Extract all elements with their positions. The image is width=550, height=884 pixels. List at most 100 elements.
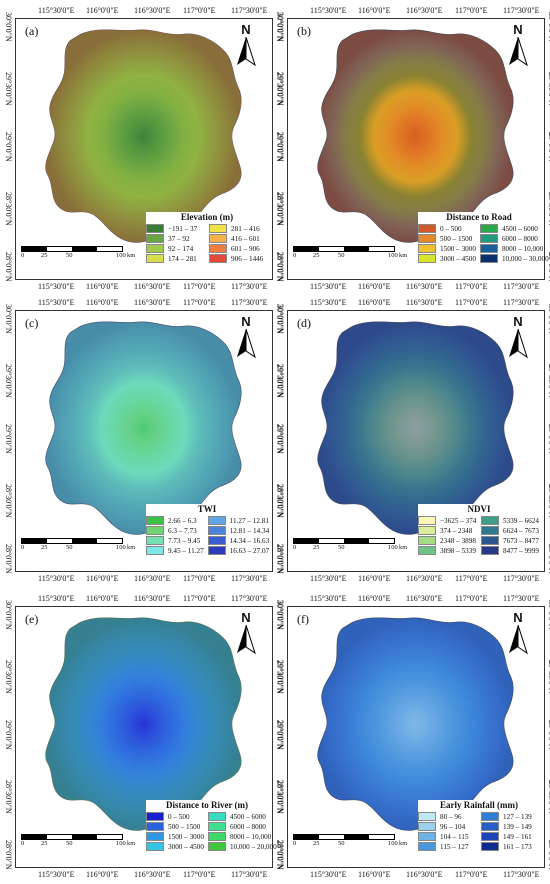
legend-swatch [418,812,436,821]
north-letter: N [241,610,251,625]
longitude-label: 117°0'0"E [455,282,488,291]
legend-item: 115 – 127 [418,842,477,851]
latitude-label: 30°0'0"N [4,12,13,42]
legend-swatch [146,812,164,821]
map-frame [15,18,273,280]
scale-segment [97,835,122,839]
legend-item: 10,000 – 30,000 [479,254,549,263]
scale-unit: km [399,544,408,551]
north-arrow: N [233,610,259,660]
legend-swatch [146,244,164,253]
study-area-texture [317,321,514,535]
legend-swatch [481,536,499,545]
scale-tick-label: 100 [116,252,126,259]
map-frame [287,18,545,280]
scale-segment [72,539,97,543]
latitude-label: 29°0'0"N [4,720,13,750]
legend-item: 4500 – 6000 [207,812,277,821]
latitude-label: 29°0'0"N [276,132,285,162]
scale-tick-label: 0 [293,252,297,259]
legend-label: 9.45 – 11.27 [168,546,204,555]
legend-label: 14.34 – 16.63 [229,536,270,545]
longitude-label: 117°30'0"E [231,870,268,879]
legend-swatch [418,822,436,831]
map-panel: (e) N Distance to River (m) 0 – 500 4500 – 6… [15,606,277,868]
legend-swatch [481,822,499,831]
legend-label: 6.3 – 7.73 [168,526,197,535]
legend-swatch [207,546,226,555]
legend-swatch [481,812,499,821]
legend-label: 16.63 – 27.07 [229,546,270,555]
longitude-label: 117°30'0"E [503,6,540,15]
longitude-label: 117°30'0"E [503,594,540,603]
longitude-label: 117°30'0"E [231,574,268,583]
legend-item: 7673 – 8477 [481,536,540,545]
latitude-label: 28°30'0"N [276,484,285,518]
map-legend: Distance to Road 0 – 500 4500 – 6000 500 – … [418,212,549,263]
study-area-map [317,321,514,535]
longitude-label: 115°30'0"E [310,6,347,15]
legend-items: 0 – 500 4500 – 6000 500 – 1500 6000 – 8000 1… [418,224,549,263]
legend-item: 500 – 1500 [418,234,476,243]
legend-swatch [418,254,436,263]
longitude-label: 116°0'0"E [358,870,391,879]
legend-item: 37 – 92 [146,234,205,243]
legend-items: 0 – 500 4500 – 6000 500 – 1500 6000 – 8000 1… [146,812,277,851]
scale-segment [369,835,394,839]
map-panel: (b) N Distance to Road 0 – 500 4500 – 6000 50… [287,18,549,280]
latitude-label: 28°30'0"N [276,780,285,814]
legend-swatch [207,516,226,525]
latitude-label: 28°0'0"N [4,840,13,870]
longitude-label: 116°30'0"E [134,282,171,291]
latitude-label: 30°0'0"N [276,12,285,42]
map-legend: Distance to River (m) 0 – 500 4500 – 6000 5… [146,800,277,851]
scale-segment [319,539,344,543]
longitude-label: 117°0'0"E [183,298,216,307]
scale-bar: 0 25 50 100 km [293,538,413,552]
legend-item: 8477 – 9999 [481,546,540,555]
scale-segment [294,247,319,251]
longitude-label: 117°0'0"E [183,594,216,603]
longitude-label: 116°30'0"E [134,594,171,603]
scale-bar-segments [293,246,395,252]
legend-label: 37 – 92 [168,234,190,243]
scale-segment [294,539,319,543]
latitude-label: 30°0'0"N [276,304,285,334]
scale-segment [47,247,72,251]
legend-swatch [146,224,164,233]
legend-swatch [146,822,164,831]
longitude-label: 116°0'0"E [86,298,119,307]
legend-label: 149 – 161 [503,832,532,841]
longitude-label: 117°30'0"E [231,6,268,15]
legend-items: −3625 – 374 5339 – 6624 374 – 2348 6624 – 7… [418,516,540,555]
legend-label: 3898 – 5339 [440,546,476,555]
latitude-label: 29°30'0"N [276,72,285,106]
legend-item: 601 – 906 [209,244,268,253]
scale-bar: 0 25 50 100 km [21,538,141,552]
longitude-label: 115°30'0"E [38,574,75,583]
legend-item: 0 – 500 [418,224,476,233]
legend-swatch [207,832,226,841]
scale-tick-label: 25 [41,544,48,551]
longitude-label: 116°30'0"E [134,574,171,583]
north-letter: N [513,22,523,37]
legend-item: 281 – 416 [209,224,268,233]
scale-unit: km [399,840,408,847]
legend-swatch [418,244,436,253]
legend-label: 10,000 – 20,000 [229,842,277,851]
latitude-label: 30°0'0"N [4,304,13,334]
panel-label: (f) [297,612,309,626]
longitude-label: 117°0'0"E [455,594,488,603]
legend-item: 10,000 – 20,000 [207,842,277,851]
legend-label: 416 – 601 [231,234,260,243]
latitude-label: 29°30'0"N [276,364,285,398]
legend-item: 6000 – 8000 [207,822,277,831]
longitude-label: 116°0'0"E [86,870,119,879]
latitude-label: 29°30'0"N [4,364,13,398]
longitude-label: 116°0'0"E [86,282,119,291]
scale-tick-label: 0 [293,544,297,551]
legend-item: 16.63 – 27.07 [207,546,270,555]
scale-tick-label: 50 [66,252,73,259]
legend-item: 500 – 1500 [146,822,204,831]
legend-label: 3000 – 4500 [168,842,204,851]
